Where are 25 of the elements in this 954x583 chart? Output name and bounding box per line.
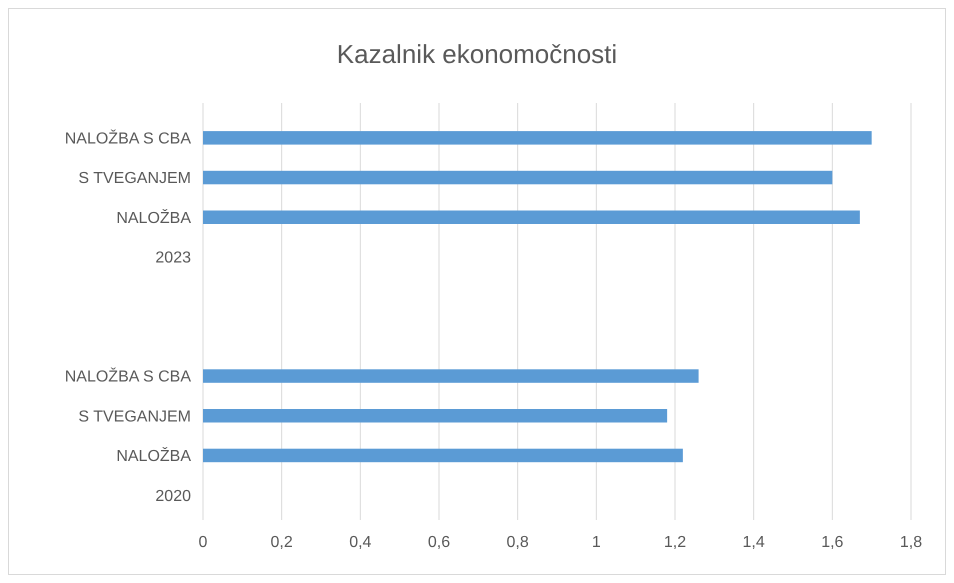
y-tick-label: NALOŽBA xyxy=(116,208,192,227)
bar xyxy=(203,170,832,184)
bar xyxy=(203,131,872,145)
y-tick-label: NALOŽBA S CBA xyxy=(64,129,192,148)
x-tick-label: 1,2 xyxy=(664,534,686,551)
bar xyxy=(203,448,683,462)
y-tick-label: S TVEGANJEM xyxy=(78,170,191,188)
y-tick-label: NALOŽBA xyxy=(116,447,192,466)
y-tick-label: S TVEGANJEM xyxy=(78,408,191,426)
x-tick-label: 0,6 xyxy=(428,534,450,551)
x-tick-label: 1 xyxy=(592,534,601,551)
x-tick-label: 0 xyxy=(198,534,208,551)
x-tick-label: 1,6 xyxy=(821,534,844,551)
bar xyxy=(203,210,860,224)
y-tick-label: 2020 xyxy=(155,488,192,505)
bar xyxy=(203,369,699,383)
x-tick-label: 0,2 xyxy=(270,534,293,551)
bar xyxy=(203,409,668,422)
x-tick-label: 1,8 xyxy=(900,534,922,551)
x-tick-label: 0,8 xyxy=(506,534,529,551)
y-tick-label: 2023 xyxy=(155,250,192,267)
x-tick-label: 0,4 xyxy=(349,534,372,551)
chart-title: Kazalnik ekonomočnosti xyxy=(336,39,618,69)
y-tick-label: NALOŽBA S CBA xyxy=(64,368,192,386)
x-tick-label: 1,4 xyxy=(742,534,765,551)
